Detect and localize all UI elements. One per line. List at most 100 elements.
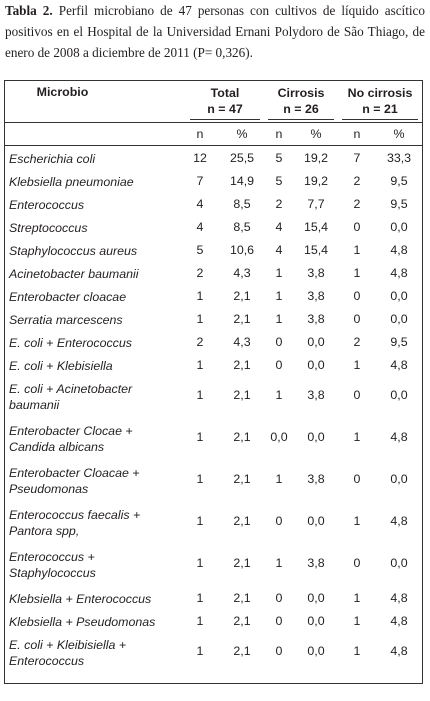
- cell-cirrosis-pct: 0,0: [307, 513, 325, 528]
- cell-total-pct: 2,1: [233, 429, 251, 444]
- cell-total-n: 1: [196, 555, 204, 570]
- cell-cirrosis-pct: 3,8: [307, 387, 325, 402]
- cell-cirrosis-pct: 0,0: [307, 590, 325, 605]
- cell-no-cirrosis-n: 2: [353, 173, 361, 188]
- table-row: Klebsiella + Pseudomonas 1 2,1 0 0,0 1 4,8: [5, 609, 422, 632]
- subheader-no-cirrosis-n: n: [353, 126, 361, 141]
- table-row: Staphylococcus aureus 5 10,6 4 15,4 1 4,8: [5, 238, 422, 261]
- microbe-name: Enterococcus: [9, 197, 85, 212]
- cell-no-cirrosis-n: 0: [353, 387, 361, 402]
- header-row: Microbio Total n = 47 Cirrosis n = 26 No c…: [5, 82, 422, 122]
- subheader-total-n: n: [196, 126, 204, 141]
- caption-text: Perfil microbiano de 47 personas con cul…: [5, 3, 425, 60]
- microbe-name: Enterococcus faecalis + Pantora spp,: [9, 507, 141, 538]
- microbe-name: Serratia marcescens: [9, 312, 123, 327]
- table-row: E. coli + Acinetobacter baumanii 1 2,1 1 3,8…: [5, 376, 422, 418]
- cell-cirrosis-n: 0: [275, 513, 283, 528]
- cell-no-cirrosis-n: 0: [353, 471, 361, 486]
- cell-cirrosis-pct: 0,0: [307, 643, 325, 658]
- cell-no-cirrosis-pct: 0,0: [390, 219, 408, 234]
- cell-total-n: 1: [196, 613, 204, 628]
- cell-no-cirrosis-pct: 4,8: [390, 643, 408, 658]
- cell-no-cirrosis-n: 0: [353, 311, 361, 326]
- microbe-name: Streptococcus: [9, 220, 88, 235]
- cell-cirrosis-pct: 15,4: [303, 219, 329, 234]
- cell-no-cirrosis-pct: 0,0: [390, 555, 408, 570]
- microbe-name: Enterobacter Cloacae + Pseudomonas: [9, 465, 140, 496]
- subheader-total-pct: %: [236, 126, 248, 141]
- cell-cirrosis-pct: 19,2: [303, 150, 329, 165]
- cell-no-cirrosis-n: 1: [353, 429, 361, 444]
- cell-cirrosis-pct: 0,0: [307, 613, 325, 628]
- cell-total-pct: 10,6: [229, 242, 255, 257]
- header-no-cirrosis: No cirrosis n = 21: [338, 82, 422, 122]
- cell-no-cirrosis-pct: 4,8: [390, 613, 408, 628]
- cell-total-pct: 2,1: [233, 357, 251, 372]
- cell-cirrosis-n: 1: [275, 288, 283, 303]
- cell-no-cirrosis-pct: 4,8: [390, 429, 408, 444]
- cell-no-cirrosis-pct: 4,8: [390, 242, 408, 257]
- subheader-row: n % n % n %: [5, 122, 422, 145]
- cell-no-cirrosis-n: 0: [353, 288, 361, 303]
- cell-no-cirrosis-pct: 0,0: [390, 471, 408, 486]
- cell-cirrosis-pct: 7,7: [307, 196, 325, 211]
- microbe-name: E. coli + Kleibisiella + Enterococcus: [9, 637, 127, 668]
- microbe-name: Enterobacter cloacae: [9, 289, 127, 304]
- cell-cirrosis-pct: 0,0: [307, 357, 325, 372]
- cell-no-cirrosis-pct: 9,5: [390, 196, 408, 211]
- header-total: Total n = 47: [180, 82, 264, 122]
- cell-total-n: 1: [196, 513, 204, 528]
- header-cirrosis-title: Cirrosis: [277, 86, 325, 101]
- cell-cirrosis-n: 4: [275, 242, 283, 257]
- header-no-cirrosis-title: No cirrosis: [347, 86, 413, 101]
- header-cirrosis-n: n = 26: [283, 101, 319, 116]
- cell-total-n: 1: [196, 288, 204, 303]
- microbe-name: Acinetobacter baumanii: [9, 266, 139, 281]
- cell-cirrosis-n: 1: [275, 265, 283, 280]
- table-frame: [4, 80, 423, 684]
- cell-cirrosis-pct: 3,8: [307, 471, 325, 486]
- cell-cirrosis-pct: 3,8: [307, 265, 325, 280]
- cell-no-cirrosis-pct: 0,0: [390, 311, 408, 326]
- cell-no-cirrosis-pct: 33,3: [386, 150, 412, 165]
- cell-cirrosis-n: 0: [275, 334, 283, 349]
- cell-total-pct: 4,3: [233, 265, 251, 280]
- cell-cirrosis-pct: 3,8: [307, 311, 325, 326]
- cell-total-n: 2: [196, 265, 204, 280]
- table-row: Enterococcus 4 8,5 2 7,7 2 9,5: [5, 192, 422, 215]
- cell-total-n: 1: [196, 471, 204, 486]
- table-row: E. coli + Enterococcus 2 4,3 0 0,0 2 9,5: [5, 330, 422, 353]
- cell-total-n: 1: [196, 429, 204, 444]
- cell-no-cirrosis-n: 1: [353, 357, 361, 372]
- cell-total-pct: 2,1: [233, 613, 251, 628]
- cell-no-cirrosis-pct: 9,5: [390, 173, 408, 188]
- cell-total-pct: 2,1: [233, 590, 251, 605]
- table-row: E. coli + Klebisiella 1 2,1 0 0,0 1 4,8: [5, 353, 422, 376]
- cell-total-pct: 2,1: [233, 643, 251, 658]
- table-row: Serratia marcescens 1 2,1 1 3,8 0 0,0: [5, 307, 422, 330]
- cell-total-n: 4: [196, 219, 204, 234]
- cell-cirrosis-n: 2: [275, 196, 283, 211]
- microbe-name: Klebsiella pneumoniae: [9, 174, 134, 189]
- cell-no-cirrosis-pct: 4,8: [390, 357, 408, 372]
- table-row: Enterobacter Clocae + Candida albicans 1 2…: [5, 418, 422, 460]
- cell-total-pct: 2,1: [233, 471, 251, 486]
- cell-cirrosis-pct: 3,8: [307, 555, 325, 570]
- cell-total-n: 4: [196, 196, 204, 211]
- cell-total-pct: 4,3: [233, 334, 251, 349]
- cell-total-n: 12: [193, 150, 207, 165]
- cell-total-pct: 2,1: [233, 387, 251, 402]
- cell-total-pct: 8,5: [233, 219, 251, 234]
- cell-cirrosis-n: 0: [275, 357, 283, 372]
- cell-total-n: 1: [196, 311, 204, 326]
- caption-label: Tabla 2.: [5, 3, 53, 18]
- cell-no-cirrosis-pct: 4,8: [390, 265, 408, 280]
- cell-no-cirrosis-n: 1: [353, 513, 361, 528]
- microbe-name: Klebsiella + Pseudomonas: [9, 614, 156, 629]
- cell-total-n: 5: [196, 242, 204, 257]
- cell-total-pct: 2,1: [233, 555, 251, 570]
- cell-cirrosis-n: 5: [275, 150, 283, 165]
- cell-no-cirrosis-n: 0: [353, 219, 361, 234]
- cell-total-pct: 14,9: [229, 173, 255, 188]
- cell-cirrosis-n: 1: [275, 471, 283, 486]
